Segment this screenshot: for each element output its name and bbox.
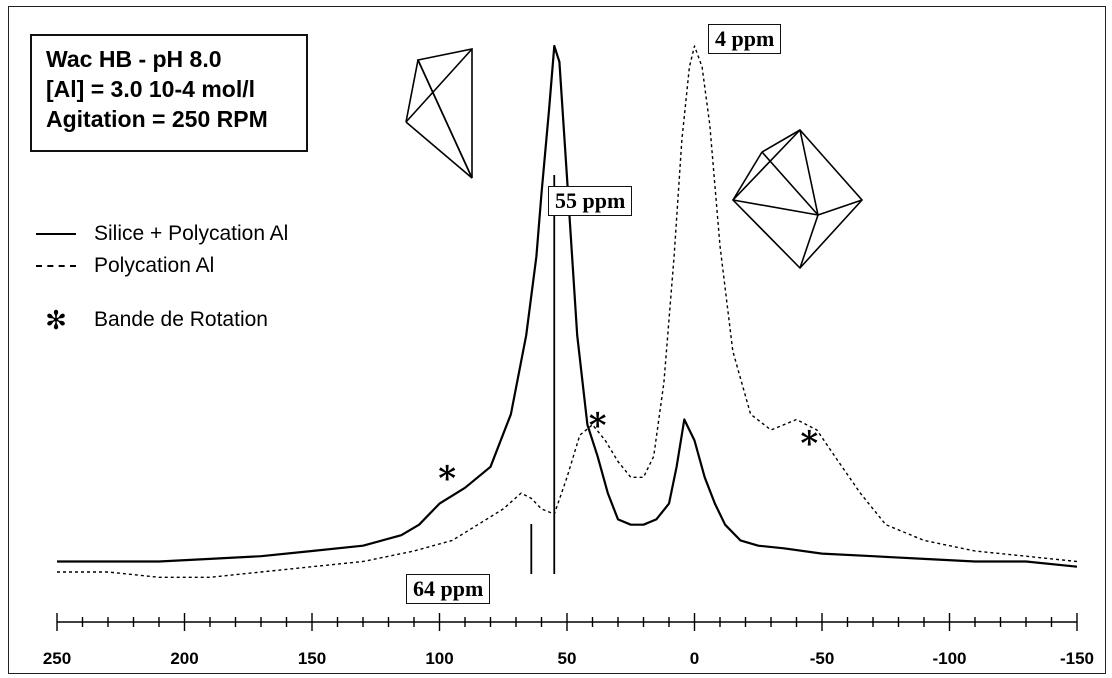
rotation-band-marker: * bbox=[589, 406, 607, 446]
conditions-line-3: Agitation = 250 RPM bbox=[46, 106, 268, 132]
experiment-conditions-box: Wac HB - pH 8.0 [Al] = 3.0 10-4 mol/l Ag… bbox=[30, 34, 308, 152]
figure-frame bbox=[8, 6, 1106, 674]
chart-legend: Silice + Polycation Al Polycation Al ✻ B… bbox=[36, 218, 288, 336]
tetrahedron-icon bbox=[405, 48, 473, 179]
peak-reference-lines bbox=[530, 175, 556, 574]
dashed-line-swatch bbox=[36, 260, 76, 272]
peak-label-4-ppm: 4 ppm bbox=[708, 24, 782, 54]
x-tick-label: 250 bbox=[43, 649, 71, 668]
legend-label-star: Bande de Rotation bbox=[94, 308, 268, 331]
conditions-line-2: [Al] = 3.0 10-4 mol/l bbox=[46, 76, 255, 102]
x-tick-label: -50 bbox=[810, 649, 835, 668]
series-line-polycation bbox=[57, 45, 1078, 578]
legend-label-solid: Silice + Polycation Al bbox=[94, 222, 289, 245]
octahedron-icon bbox=[731, 128, 864, 270]
legend-item-star: ✻ Bande de Rotation bbox=[36, 304, 288, 336]
rotation-band-markers: * * * bbox=[438, 406, 818, 499]
asterisk-icon: ✻ bbox=[45, 305, 67, 335]
x-tick-label: 150 bbox=[298, 649, 326, 668]
peak-label-55-ppm: 55 ppm bbox=[548, 186, 633, 216]
legend-item-dashed: Polycation Al bbox=[36, 250, 288, 282]
x-tick-label: 100 bbox=[425, 649, 453, 668]
series-lines bbox=[57, 44, 1078, 578]
conditions-line-1: Wac HB - pH 8.0 bbox=[46, 46, 222, 72]
peak-label-64-ppm: 64 ppm bbox=[406, 574, 491, 604]
legend-item-solid: Silice + Polycation Al bbox=[36, 218, 288, 250]
legend-label-dashed: Polycation Al bbox=[94, 254, 215, 277]
x-tick-label: -100 bbox=[932, 649, 966, 668]
rotation-band-marker: * bbox=[800, 424, 818, 464]
x-axis bbox=[56, 613, 1078, 631]
x-tick-label: 200 bbox=[170, 649, 198, 668]
x-tick-label: 50 bbox=[558, 649, 577, 668]
solid-line-swatch bbox=[36, 228, 76, 240]
series-line-silice-polycation bbox=[57, 44, 1078, 568]
x-tick-label: -150 bbox=[1060, 649, 1094, 668]
rotation-band-marker: * bbox=[438, 459, 456, 499]
x-axis-tick-labels: 250 200 150 100 50 0 -50 -100 -150 bbox=[43, 649, 1094, 668]
x-tick-label: 0 bbox=[690, 649, 699, 668]
